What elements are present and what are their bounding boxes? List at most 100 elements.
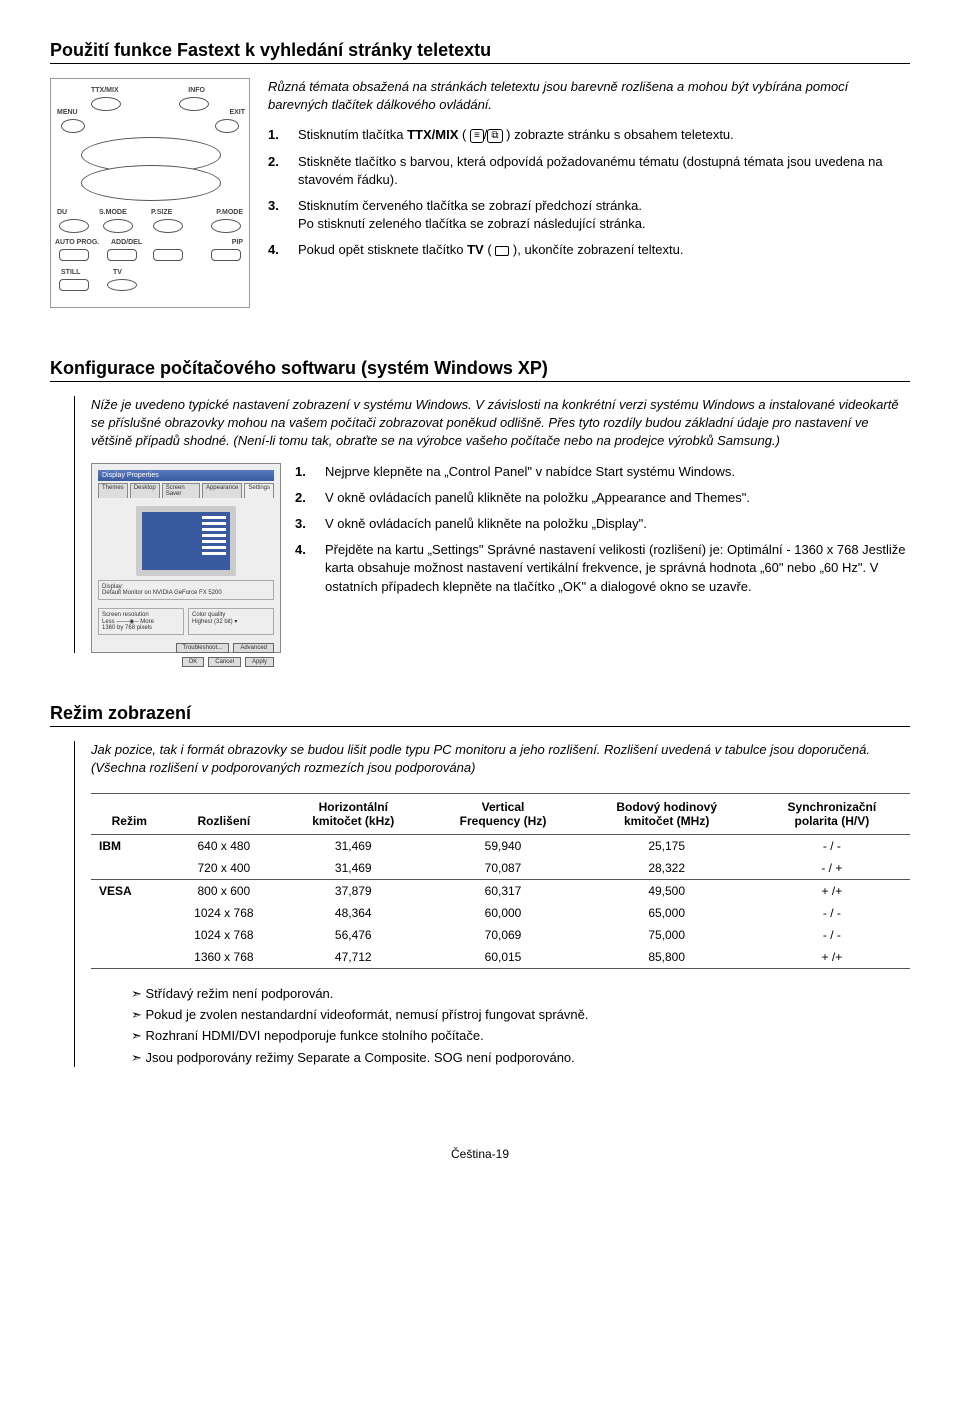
table-row: 720 x 40031,46970,08728,322- / +: [91, 857, 910, 880]
table-row: 1024 x 76848,36460,00065,000- / -: [91, 902, 910, 924]
page-footer: Čeština-19: [50, 1147, 910, 1161]
section2-body: Níže je uvedeno typické nastavení zobraz…: [74, 396, 910, 653]
step-num: 1.: [268, 126, 286, 144]
tab-desktop: Desktop: [130, 483, 160, 498]
dialog-buttons: OK Cancel Apply: [98, 657, 274, 667]
cell: 75,000: [580, 924, 754, 946]
remote-lbl-autoprog: AUTO PROG.: [55, 239, 99, 246]
th-vfreq: VerticalFrequency (Hz): [426, 793, 579, 834]
section1-steps: 1. Stisknutím tlačítka TTX/MIX ( ≡/⧉ ) z…: [268, 126, 910, 259]
cell: 60,000: [426, 902, 579, 924]
cell: 85,800: [580, 946, 754, 969]
cell: 70,087: [426, 857, 579, 880]
step-4: 4.Přejděte na kartu „Settings" Správné n…: [295, 541, 910, 596]
cell: - / -: [754, 902, 910, 924]
cell: 28,322: [580, 857, 754, 880]
cell-mode: IBM: [91, 834, 168, 879]
step-text: Stisknutím tlačítka TTX/MIX ( ≡/⧉ ) zobr…: [298, 126, 734, 144]
section2-steps: 1.Nejprve klepněte na „Control Panel" v …: [295, 463, 910, 604]
remote-lbl-pmode: P.MODE: [216, 209, 243, 216]
step-3: 3. Stisknutím červeného tlačítka se zobr…: [268, 197, 910, 233]
cell: 47,712: [280, 946, 426, 969]
display-mode-table: Režim Rozlišení Horizontálníkmitočet (kH…: [91, 793, 910, 969]
step-text: Stisknutím červeného tlačítka se zobrazí…: [298, 197, 646, 233]
tab-themes: Themes: [98, 483, 128, 498]
cell: + /+: [754, 946, 910, 969]
cell: 59,940: [426, 834, 579, 857]
dialog-tabs: Themes Desktop Screen Saver Appearance S…: [98, 483, 274, 498]
btn-ok: OK: [182, 657, 205, 667]
btn-apply: Apply: [245, 657, 274, 667]
remote-illustration: TTX/MIX INFO MENU EXIT DU S.MODE P.SIZE …: [50, 78, 250, 308]
step-1: 1. Stisknutím tlačítka TTX/MIX ( ≡/⧉ ) z…: [268, 126, 910, 144]
cell: - / -: [754, 834, 910, 857]
btn-advanced: Advanced: [233, 643, 274, 653]
step-4: 4. Pokud opět stisknete tlačítko TV ( ),…: [268, 241, 910, 259]
step-text: V okně ovládacích panelů klikněte na pol…: [325, 515, 647, 533]
step-text: Pokud opět stisknete tlačítko TV ( ), uk…: [298, 241, 683, 259]
remote-lbl-adddel: ADD/DEL: [111, 239, 142, 246]
section3-intro: Jak pozice, tak i formát obrazovky se bu…: [91, 741, 910, 777]
table-row: IBM640 x 48031,46959,94025,175- / -: [91, 834, 910, 857]
table-row: 1024 x 76856,47670,06975,000- / -: [91, 924, 910, 946]
remote-lbl-exit: EXIT: [229, 109, 245, 116]
th-sync: Synchronizačnípolarita (H/V): [754, 793, 910, 834]
th-mode: Režim: [91, 793, 168, 834]
section-display-mode: Režim zobrazení Jak pozice, tak i formát…: [50, 703, 910, 1067]
section3-body: Jak pozice, tak i formát obrazovky se bu…: [74, 741, 910, 1067]
cell: 640 x 480: [168, 834, 281, 857]
note-item: Jsou podporovány režimy Separate a Compo…: [131, 1049, 910, 1067]
section-fastext: Použití funkce Fastext k vyhledání strán…: [50, 40, 910, 308]
table-header-row: Režim Rozlišení Horizontálníkmitočet (kH…: [91, 793, 910, 834]
tv-icon: [495, 246, 509, 256]
cell: 49,500: [580, 879, 754, 902]
cell: 60,015: [426, 946, 579, 969]
section2-intro: Níže je uvedeno typické nastavení zobraz…: [91, 396, 910, 451]
step-num: 4.: [268, 241, 286, 259]
note-item: Pokud je zvolen nestandardní videoformát…: [131, 1006, 910, 1024]
section2-title: Konfigurace počítačového softwaru (systé…: [50, 358, 910, 382]
table-row: 1360 x 76847,71260,01585,800+ /+: [91, 946, 910, 969]
cell: 48,364: [280, 902, 426, 924]
remote-lbl-ttxmix: TTX/MIX: [91, 87, 119, 94]
display-field: Display: Default Monitor on NVIDIA GeFor…: [98, 580, 274, 600]
note-item: Střídavý režim není podporován.: [131, 985, 910, 1003]
remote-lbl-still: STILL: [61, 269, 80, 276]
section3-notes: Střídavý režim není podporován. Pokud je…: [91, 985, 910, 1067]
step-text: Stiskněte tlačítko s barvou, která odpov…: [298, 153, 910, 189]
display-properties-dialog: Display Properties Themes Desktop Screen…: [91, 463, 281, 653]
btn-troubleshoot: Troubleshoot...: [176, 643, 230, 653]
step-num: 2.: [268, 153, 286, 189]
remote-lbl-pip: PIP: [232, 239, 243, 246]
remote-lbl-psize: P.SIZE: [151, 209, 172, 216]
th-dotclk: Bodový hodinovýkmitočet (MHz): [580, 793, 754, 834]
step-text: V okně ovládacích panelů klikněte na pol…: [325, 489, 750, 507]
note-item: Rozhraní HDMI/DVI nepodporuje funkce sto…: [131, 1027, 910, 1045]
cell: 65,000: [580, 902, 754, 924]
btn-cancel: Cancel: [208, 657, 241, 667]
cell: 720 x 400: [168, 857, 281, 880]
section1-text: Různá témata obsažená na stránkách telet…: [268, 78, 910, 308]
step-1: 1.Nejprve klepněte na „Control Panel" v …: [295, 463, 910, 481]
quality-field: Color quality Highest (32 bit) ▾: [188, 608, 274, 635]
tab-appearance: Appearance: [202, 483, 242, 498]
step-3: 3.V okně ovládacích panelů klikněte na p…: [295, 515, 910, 533]
tab-settings: Settings: [244, 483, 274, 498]
remote-lbl-menu: MENU: [57, 109, 78, 116]
cell: + /+: [754, 879, 910, 902]
tab-screensaver: Screen Saver: [162, 483, 200, 498]
remote-lbl-tv: TV: [113, 269, 122, 276]
remote-lbl-smode: S.MODE: [99, 209, 127, 216]
step-text: Nejprve klepněte na „Control Panel" v na…: [325, 463, 735, 481]
cell: 1024 x 768: [168, 924, 281, 946]
cell-mode: VESA: [91, 879, 168, 968]
inner-buttons: Troubleshoot... Advanced: [98, 643, 274, 653]
cell: - / +: [754, 857, 910, 880]
section3-title: Režim zobrazení: [50, 703, 910, 727]
dialog-title: Display Properties: [98, 470, 274, 481]
cell: 31,469: [280, 834, 426, 857]
remote-lbl-info: INFO: [188, 87, 205, 94]
cell: 31,469: [280, 857, 426, 880]
th-res: Rozlišení: [168, 793, 281, 834]
table-row: VESA800 x 60037,87960,31749,500+ /+: [91, 879, 910, 902]
